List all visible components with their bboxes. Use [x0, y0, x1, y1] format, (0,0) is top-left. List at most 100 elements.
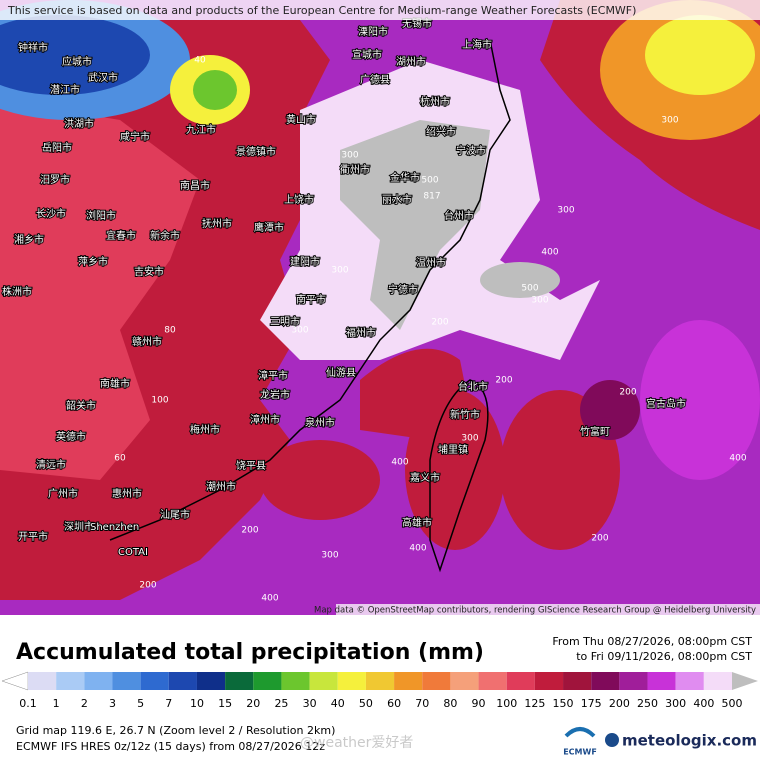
city-label: 龙岩市 [260, 388, 290, 401]
city-label: 台州市 [444, 209, 474, 222]
contour-label: 200 [619, 388, 636, 398]
city-label: 竹富町 [580, 425, 610, 438]
color-box [534, 672, 564, 690]
contour-label: 200 [241, 526, 258, 536]
scale-label: 70 [415, 697, 429, 710]
scale-label: 200 [609, 697, 630, 710]
contour-label: 300 [291, 326, 308, 336]
city-label: 埔里镇 [438, 443, 468, 456]
scale-label: 1 [53, 697, 60, 710]
coastline [429, 379, 489, 573]
city-label: 南雄市 [100, 377, 130, 390]
color-box [619, 672, 648, 690]
watermark: @weather爱好者 [300, 735, 413, 751]
contour-label: 300 [531, 296, 548, 306]
color-arrow-low [1, 671, 29, 691]
scale-label: 3 [109, 697, 116, 710]
scale-label: 2 [81, 697, 88, 710]
scale-label: 80 [443, 697, 457, 710]
contour-label: 300 [461, 434, 478, 444]
ecmwf-icon [564, 727, 596, 738]
scale-label: 15 [218, 697, 232, 710]
city-label: 宫古岛市 [646, 397, 686, 410]
city-label: 抚州市 [202, 217, 232, 230]
attribution: Map data © OpenStreetMap contributors, r… [314, 606, 756, 616]
city-label: 绍兴市 [426, 125, 456, 138]
city-label: 建阳市 [290, 255, 320, 268]
scale-label: 40 [331, 697, 345, 710]
scale-label: 400 [693, 697, 714, 710]
contour-label: 80 [164, 326, 176, 336]
banner: This service is based on data and produc… [7, 4, 636, 17]
city-label: 饶平县 [236, 459, 266, 472]
city-label: 洪湖市 [64, 117, 94, 130]
color-box [281, 672, 310, 690]
period-to: to Fri 09/11/2026, 08:00pm CST [576, 650, 752, 663]
city-label: 湖州市 [396, 55, 426, 68]
color-scale: 0.1 1 2 3 5 7 10 15 20 25 30 40 50 60 70 80 90 100 125 150 1… [1, 671, 758, 710]
precip-area [480, 262, 560, 298]
color-box [309, 672, 338, 690]
city-label: 开平市 [18, 530, 48, 543]
meteologix-icon [605, 733, 619, 747]
city-label: 潜江市 [50, 83, 80, 96]
scale-label: 5 [137, 697, 144, 710]
color-box [28, 672, 57, 690]
city-label: 衢州市 [340, 163, 370, 176]
city-label: 福州市 [346, 326, 376, 339]
contour-label: 200 [591, 534, 608, 544]
scale-label: 500 [722, 697, 743, 710]
city-label: 三明市 [270, 315, 300, 328]
city-label: 台北市 [458, 380, 488, 393]
city-label: 南昌市 [180, 179, 210, 192]
scale-label: 250 [637, 697, 658, 710]
legend-title: Accumulated total precipitation (mm) [16, 640, 484, 665]
color-box [450, 672, 479, 690]
city-label: 上海市 [462, 38, 492, 51]
color-box [225, 672, 254, 690]
color-box [394, 672, 423, 690]
city-label: 景德镇市 [236, 145, 276, 158]
color-box [365, 672, 395, 690]
grid-info: Grid map 119.6 E, 26.7 N (Zoom level 2 /… [16, 724, 335, 737]
scale-label: 150 [553, 697, 574, 710]
contour-label: 400 [729, 454, 746, 464]
city-label: 岳阳市 [42, 141, 72, 154]
color-arrow-high [732, 672, 758, 690]
contour-label: 300 [557, 206, 574, 216]
precip-area [645, 15, 755, 95]
period-from: From Thu 08/27/2026, 08:00pm CST [552, 635, 752, 648]
contour-label: 817 [423, 192, 440, 202]
color-box [675, 672, 704, 690]
city-label: COTAI [118, 547, 148, 558]
scale-label: 125 [524, 697, 545, 710]
city-label: 武汉市 [88, 71, 118, 84]
city-label: 赣州市 [132, 335, 162, 348]
city-label: 宁德市 [388, 283, 418, 296]
contour-label: 200 [139, 581, 156, 591]
city-label: 萍乡市 [78, 255, 108, 268]
color-box [563, 672, 592, 690]
attribution-background [336, 604, 760, 615]
color-box [56, 672, 85, 690]
banner-background [0, 0, 760, 20]
contour-label: 100 [151, 396, 168, 406]
contour-label: 400 [391, 458, 408, 468]
city-label: 长沙市 [36, 207, 66, 220]
city-label: 梅州市 [190, 423, 220, 436]
contour-label: 400 [261, 594, 278, 604]
color-box [196, 672, 226, 690]
city-label: 温州市 [416, 256, 446, 269]
contour-label: 400 [409, 544, 426, 554]
scale-label: 175 [581, 697, 602, 710]
city-label: 宣城市 [352, 48, 382, 61]
contour-label: 200 [495, 376, 512, 386]
color-box [703, 672, 732, 690]
city-label: 广州市 [48, 487, 78, 500]
city-label: 深圳市 [64, 520, 94, 533]
contour-label: 500 [521, 284, 538, 294]
city-label: 高雄市 [402, 516, 432, 529]
contour-label: 500 [421, 176, 438, 186]
